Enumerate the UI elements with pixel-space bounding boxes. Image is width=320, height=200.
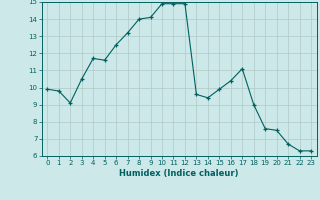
X-axis label: Humidex (Indice chaleur): Humidex (Indice chaleur) xyxy=(119,169,239,178)
